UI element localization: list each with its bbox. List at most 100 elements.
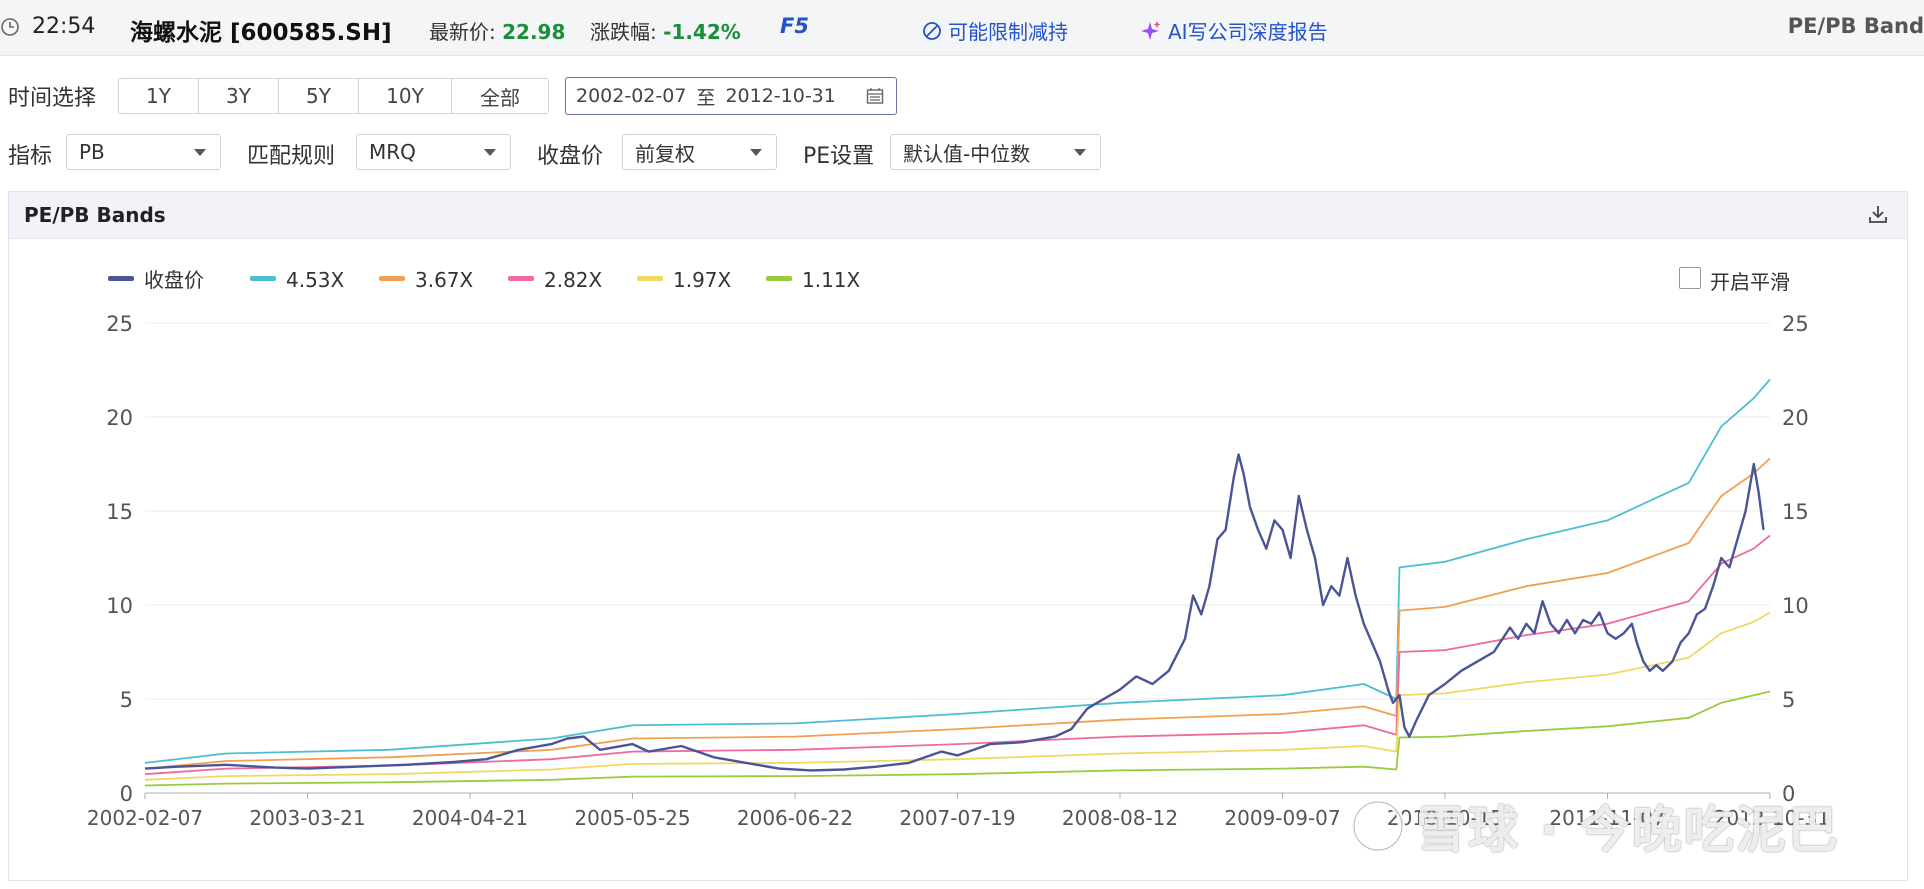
close-price-select[interactable]: 前复权 [622, 134, 777, 170]
chart-series [144, 378, 1771, 787]
price-change: 涨跌幅: -1.42% [590, 16, 741, 45]
time-option-all[interactable]: 全部 [452, 78, 549, 114]
time-option-5y[interactable]: 5Y [279, 78, 359, 114]
legend-swatch-4.53X [250, 276, 276, 281]
legend-label-4.53X: 4.53X [286, 268, 345, 292]
date-range-picker[interactable]: 2002-02-07 至 2012-10-31 [565, 77, 897, 115]
y-tick-left-20: 20 [106, 406, 133, 430]
x-tick-label-1: 2003-03-21 [249, 806, 365, 830]
y-tick-right-25: 25 [1782, 312, 1809, 336]
date-start: 2002-02-07 [576, 85, 687, 107]
panel-title: PE/PB Bands [24, 203, 166, 227]
y-tick-right-10: 10 [1782, 594, 1809, 618]
watermark-text: 雪球 · 今晚吃泥巴 [1416, 801, 1840, 859]
series-line-3.67X [144, 457, 1771, 770]
legend-swatch-3.67X [379, 276, 405, 281]
stock-title: 海螺水泥 [600585.SH] [130, 20, 392, 46]
x-tick-label-0: 2002-02-07 [87, 806, 203, 830]
match-rule-select[interactable]: MRQ [356, 134, 511, 170]
legend-label-收盘价: 收盘价 [144, 268, 204, 292]
date-separator: 至 [696, 86, 716, 109]
y-tick-right-15: 15 [1782, 500, 1809, 524]
series-line-1.97X [144, 611, 1771, 781]
y-tick-left-0: 0 [120, 782, 133, 806]
calendar-icon [866, 88, 884, 104]
legend-label-2.82X: 2.82X [544, 268, 603, 292]
chart-legend: 收盘价 4.53X 3.67X 2.82X 1.97X 1.11X [108, 268, 861, 292]
legend-swatch-2.82X [508, 276, 534, 281]
legend-swatch-1.11X [766, 276, 792, 281]
clock-icon [1, 18, 19, 36]
chevron-down-icon [750, 149, 762, 156]
price-change-value: -1.42% [663, 20, 741, 44]
reduce-limit-label: 可能限制减持 [948, 20, 1068, 44]
legend-label-3.67X: 3.67X [415, 268, 474, 292]
pe-setting-value: 默认值-中位数 [903, 141, 1031, 166]
x-tick-label-4: 2006-06-22 [737, 806, 853, 830]
close-price-value: 前复权 [635, 141, 695, 166]
y-tick-left-10: 10 [106, 594, 133, 618]
time-select-label: 时间选择 [8, 86, 97, 111]
series-line-1.11X [144, 690, 1771, 787]
page-title: PE/PB Band [1787, 14, 1924, 38]
x-tick-label-9: 2011-11-07 [1549, 806, 1665, 830]
smooth-label: 开启平滑 [1710, 270, 1790, 294]
x-tick-label-8: 2010-10-15 [1387, 806, 1503, 830]
no-entry-icon [923, 21, 941, 40]
series-line-收盘价 [144, 453, 1765, 772]
x-tick-label-10: 2012-10-31 [1714, 806, 1830, 830]
x-tick-label-6: 2008-08-12 [1062, 806, 1178, 830]
chevron-down-icon [484, 149, 496, 156]
ai-report-label: AI写公司深度报告 [1168, 20, 1328, 44]
x-tick-label-7: 2009-09-07 [1224, 806, 1340, 830]
time-option-10y[interactable]: 10Y [359, 78, 452, 114]
download-icon[interactable] [1867, 203, 1889, 225]
smooth-checkbox[interactable] [1679, 267, 1701, 289]
sparkle-icon [1141, 20, 1161, 40]
pe-setting-select[interactable]: 默认值-中位数 [890, 134, 1101, 170]
top-header: 22:54 海螺水泥 [600585.SH] 最新价: 22.98 涨跌幅: -… [0, 0, 1924, 56]
x-tick-label-5: 2007-07-19 [899, 806, 1015, 830]
current-time: 22:54 [32, 14, 96, 39]
indicator-value: PB [79, 140, 105, 164]
latest-price-value: 22.98 [502, 20, 566, 44]
reduce-limit-link[interactable]: 可能限制减持 [922, 16, 1068, 45]
pe-setting-label: PE设置 [803, 144, 875, 169]
price-change-label: 涨跌幅: [590, 20, 657, 44]
y-tick-right-20: 20 [1782, 406, 1809, 430]
legend-label-1.11X: 1.11X [802, 268, 861, 292]
y-tick-right-0: 0 [1782, 782, 1795, 806]
y-tick-left-5: 5 [120, 688, 133, 712]
match-rule-label: 匹配规则 [247, 144, 336, 169]
latest-price-label: 最新价: [429, 20, 496, 44]
f5-button[interactable]: F5 [780, 14, 809, 38]
y-tick-left-15: 15 [106, 500, 133, 524]
time-option-1y[interactable]: 1Y [118, 78, 199, 114]
legend-label-1.97X: 1.97X [673, 268, 732, 292]
indicator-select[interactable]: PB [66, 134, 221, 170]
y-tick-right-5: 5 [1782, 688, 1795, 712]
match-rule-value: MRQ [369, 140, 416, 164]
chart-axes: 0 0 5 5 10 10 15 15 20 20 25 25 2002-02-07 2003-03-21… [87, 312, 1830, 830]
series-line-4.53X [144, 378, 1771, 764]
time-option-3y[interactable]: 3Y [199, 78, 279, 114]
date-end: 2012-10-31 [725, 85, 836, 107]
x-tick-label-3: 2005-05-25 [574, 806, 690, 830]
series-line-2.82X [144, 534, 1771, 776]
chevron-down-icon [1074, 149, 1086, 156]
legend-swatch-1.97X [637, 276, 663, 281]
latest-price: 最新价: 22.98 [429, 16, 565, 45]
watermark: 雪球 · 今晚吃泥巴 [1350, 790, 1840, 862]
y-tick-left-25: 25 [106, 312, 133, 336]
chart-grid [145, 322, 1770, 794]
panel-header: PE/PB Bands [9, 192, 1907, 239]
x-tick-label-2: 2004-04-21 [412, 806, 528, 830]
legend-swatch-收盘价 [108, 276, 134, 281]
time-range-buttons: 1Y 3Y 5Y 10Y 全部 [118, 78, 549, 114]
close-price-label: 收盘价 [537, 144, 604, 169]
snowball-logo-icon [1351, 799, 1405, 853]
indicator-label: 指标 [8, 144, 53, 169]
ai-report-link[interactable]: AI写公司深度报告 [1140, 16, 1328, 45]
chevron-down-icon [194, 149, 206, 156]
